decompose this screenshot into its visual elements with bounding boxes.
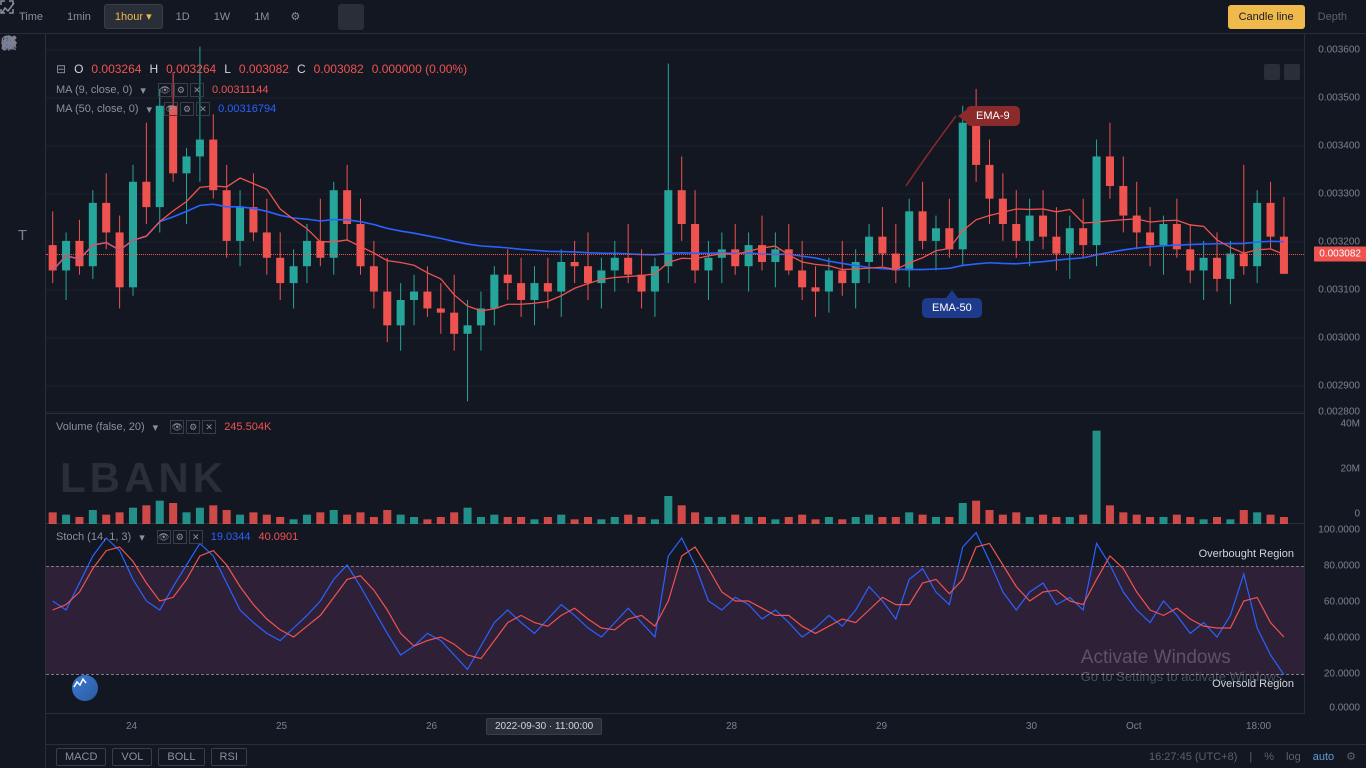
ma50-row: MA (50, close, 0) ▾ 👁⚙✕ 0.00316794 <box>56 102 276 116</box>
ma50-controls[interactable]: 👁⚙✕ <box>164 102 210 116</box>
settings-icon[interactable]: ⚙ <box>282 4 308 30</box>
ohlc-l-value: 0.003082 <box>239 62 289 76</box>
edit-tool[interactable] <box>8 528 38 558</box>
oversold-label: Oversold Region <box>1212 678 1294 690</box>
ema9-callout: EMA-9 <box>966 106 1020 126</box>
auto-toggle[interactable]: auto <box>1313 751 1334 763</box>
volume-yaxis[interactable]: 40M20M0 <box>1304 414 1366 524</box>
stoch-k-value: 19.0344 <box>211 531 251 543</box>
ma9-controls[interactable]: 👁⚙✕ <box>158 83 204 97</box>
time-xaxis[interactable]: 242526282930Oct18:002022-09-30 · 11:00:0… <box>46 714 1304 738</box>
ma50-value: 0.00316794 <box>218 103 276 115</box>
ruler-tool[interactable] <box>8 396 38 426</box>
pct-toggle[interactable]: % <box>1264 751 1274 763</box>
overbought-label: Overbought Region <box>1199 548 1294 560</box>
indicator-launcher-icon[interactable] <box>72 675 98 701</box>
volume-panel[interactable]: LBANK Volume (false, 20) ▾ 👁⚙✕ 245.504K <box>46 414 1304 524</box>
top-toolbar: Time 1min 1hour ▾ 1D 1W 1M ⚙ Candle line… <box>0 0 1366 34</box>
stoch-controls[interactable]: 👁⚙✕ <box>157 530 203 544</box>
trendline-tool[interactable] <box>8 88 38 118</box>
price-panel[interactable]: ⊟ O0.003264 H0.003264 L0.003082 C0.00308… <box>46 34 1304 414</box>
ma9-row: MA (9, close, 0) ▾ 👁⚙✕ 0.00311144 <box>56 83 268 97</box>
zoom-tool[interactable] <box>8 440 38 470</box>
stoch-header: Stoch (14, 1, 3) ▾ 👁⚙✕ 19.0344 40.0901 <box>56 530 298 544</box>
interval-1d[interactable]: 1D <box>165 5 201 29</box>
ohlc-change: 0.000000 (0.00%) <box>372 62 467 76</box>
fullscreen-icon[interactable] <box>338 4 364 30</box>
price-yaxis[interactable]: 0.003082 0.0036000.0035000.0034000.00330… <box>1304 34 1366 414</box>
ohlc-readout: ⊟ O0.003264 H0.003264 L0.003082 C0.00308… <box>56 62 467 76</box>
ohlc-l-label: L <box>224 62 231 76</box>
indicators-icon[interactable] <box>310 4 336 30</box>
ohlc-c-value: 0.003082 <box>314 62 364 76</box>
clock: 16:27:45 (UTC+8) <box>1149 751 1237 763</box>
indicator-macd[interactable]: MACD <box>56 748 106 766</box>
candle-line-button[interactable]: Candle line <box>1228 5 1305 29</box>
indicator-rsi[interactable]: RSI <box>211 748 247 766</box>
ema50-callout: EMA-50 <box>922 298 982 318</box>
volume-header: Volume (false, 20) ▾ 👁⚙✕ 245.504K <box>56 420 271 434</box>
ohlc-h-label: H <box>149 62 158 76</box>
back-button[interactable] <box>8 352 38 382</box>
panel-info-icons[interactable] <box>1264 64 1300 80</box>
magnet-tool[interactable] <box>8 484 38 514</box>
brush-tool[interactable] <box>8 176 38 206</box>
volume-value: 245.504K <box>224 421 271 433</box>
pattern-tool[interactable] <box>8 264 38 294</box>
log-toggle[interactable]: log <box>1286 751 1301 763</box>
trash-tool[interactable] <box>8 738 38 768</box>
last-price-line <box>46 254 1304 255</box>
interval-1m[interactable]: 1M <box>243 5 280 29</box>
last-price-tag: 0.003082 <box>1314 247 1366 262</box>
stoch-yaxis[interactable]: 100.000080.000060.000040.000020.00000.00… <box>1304 524 1366 714</box>
interval-1min[interactable]: 1min <box>56 5 102 29</box>
forecast-tool[interactable] <box>8 308 38 338</box>
volume-controls[interactable]: 👁⚙✕ <box>170 420 216 434</box>
ohlc-h-value: 0.003264 <box>166 62 216 76</box>
ohlc-o-label: O <box>74 62 83 76</box>
ma9-value: 0.00311144 <box>212 84 268 96</box>
chart-zone: ⊟ O0.003264 H0.003264 L0.003082 C0.00308… <box>46 34 1366 744</box>
drawing-tools-sidebar: T <box>0 34 46 768</box>
bottom-settings-icon[interactable]: ⚙ <box>1346 750 1356 763</box>
lock-tool[interactable] <box>8 572 38 602</box>
ohlc-c-label: C <box>297 62 306 76</box>
eye-tool[interactable] <box>8 616 38 646</box>
stoch-d-value: 40.0901 <box>259 531 299 543</box>
stoch-panel[interactable]: Stoch (14, 1, 3) ▾ 👁⚙✕ 19.0344 40.0901 O… <box>46 524 1304 714</box>
interval-1hour[interactable]: 1hour ▾ <box>104 4 163 29</box>
bottom-bar: MACD VOL BOLL RSI 16:27:45 (UTC+8) | % l… <box>46 744 1366 768</box>
indicator-boll[interactable]: BOLL <box>158 748 204 766</box>
ohlc-o-value: 0.003264 <box>91 62 141 76</box>
text-tool[interactable]: T <box>8 220 38 250</box>
indicator-vol[interactable]: VOL <box>112 748 152 766</box>
depth-button[interactable]: Depth <box>1307 5 1358 29</box>
fib-tool[interactable] <box>8 132 38 162</box>
interval-1w[interactable]: 1W <box>203 5 242 29</box>
